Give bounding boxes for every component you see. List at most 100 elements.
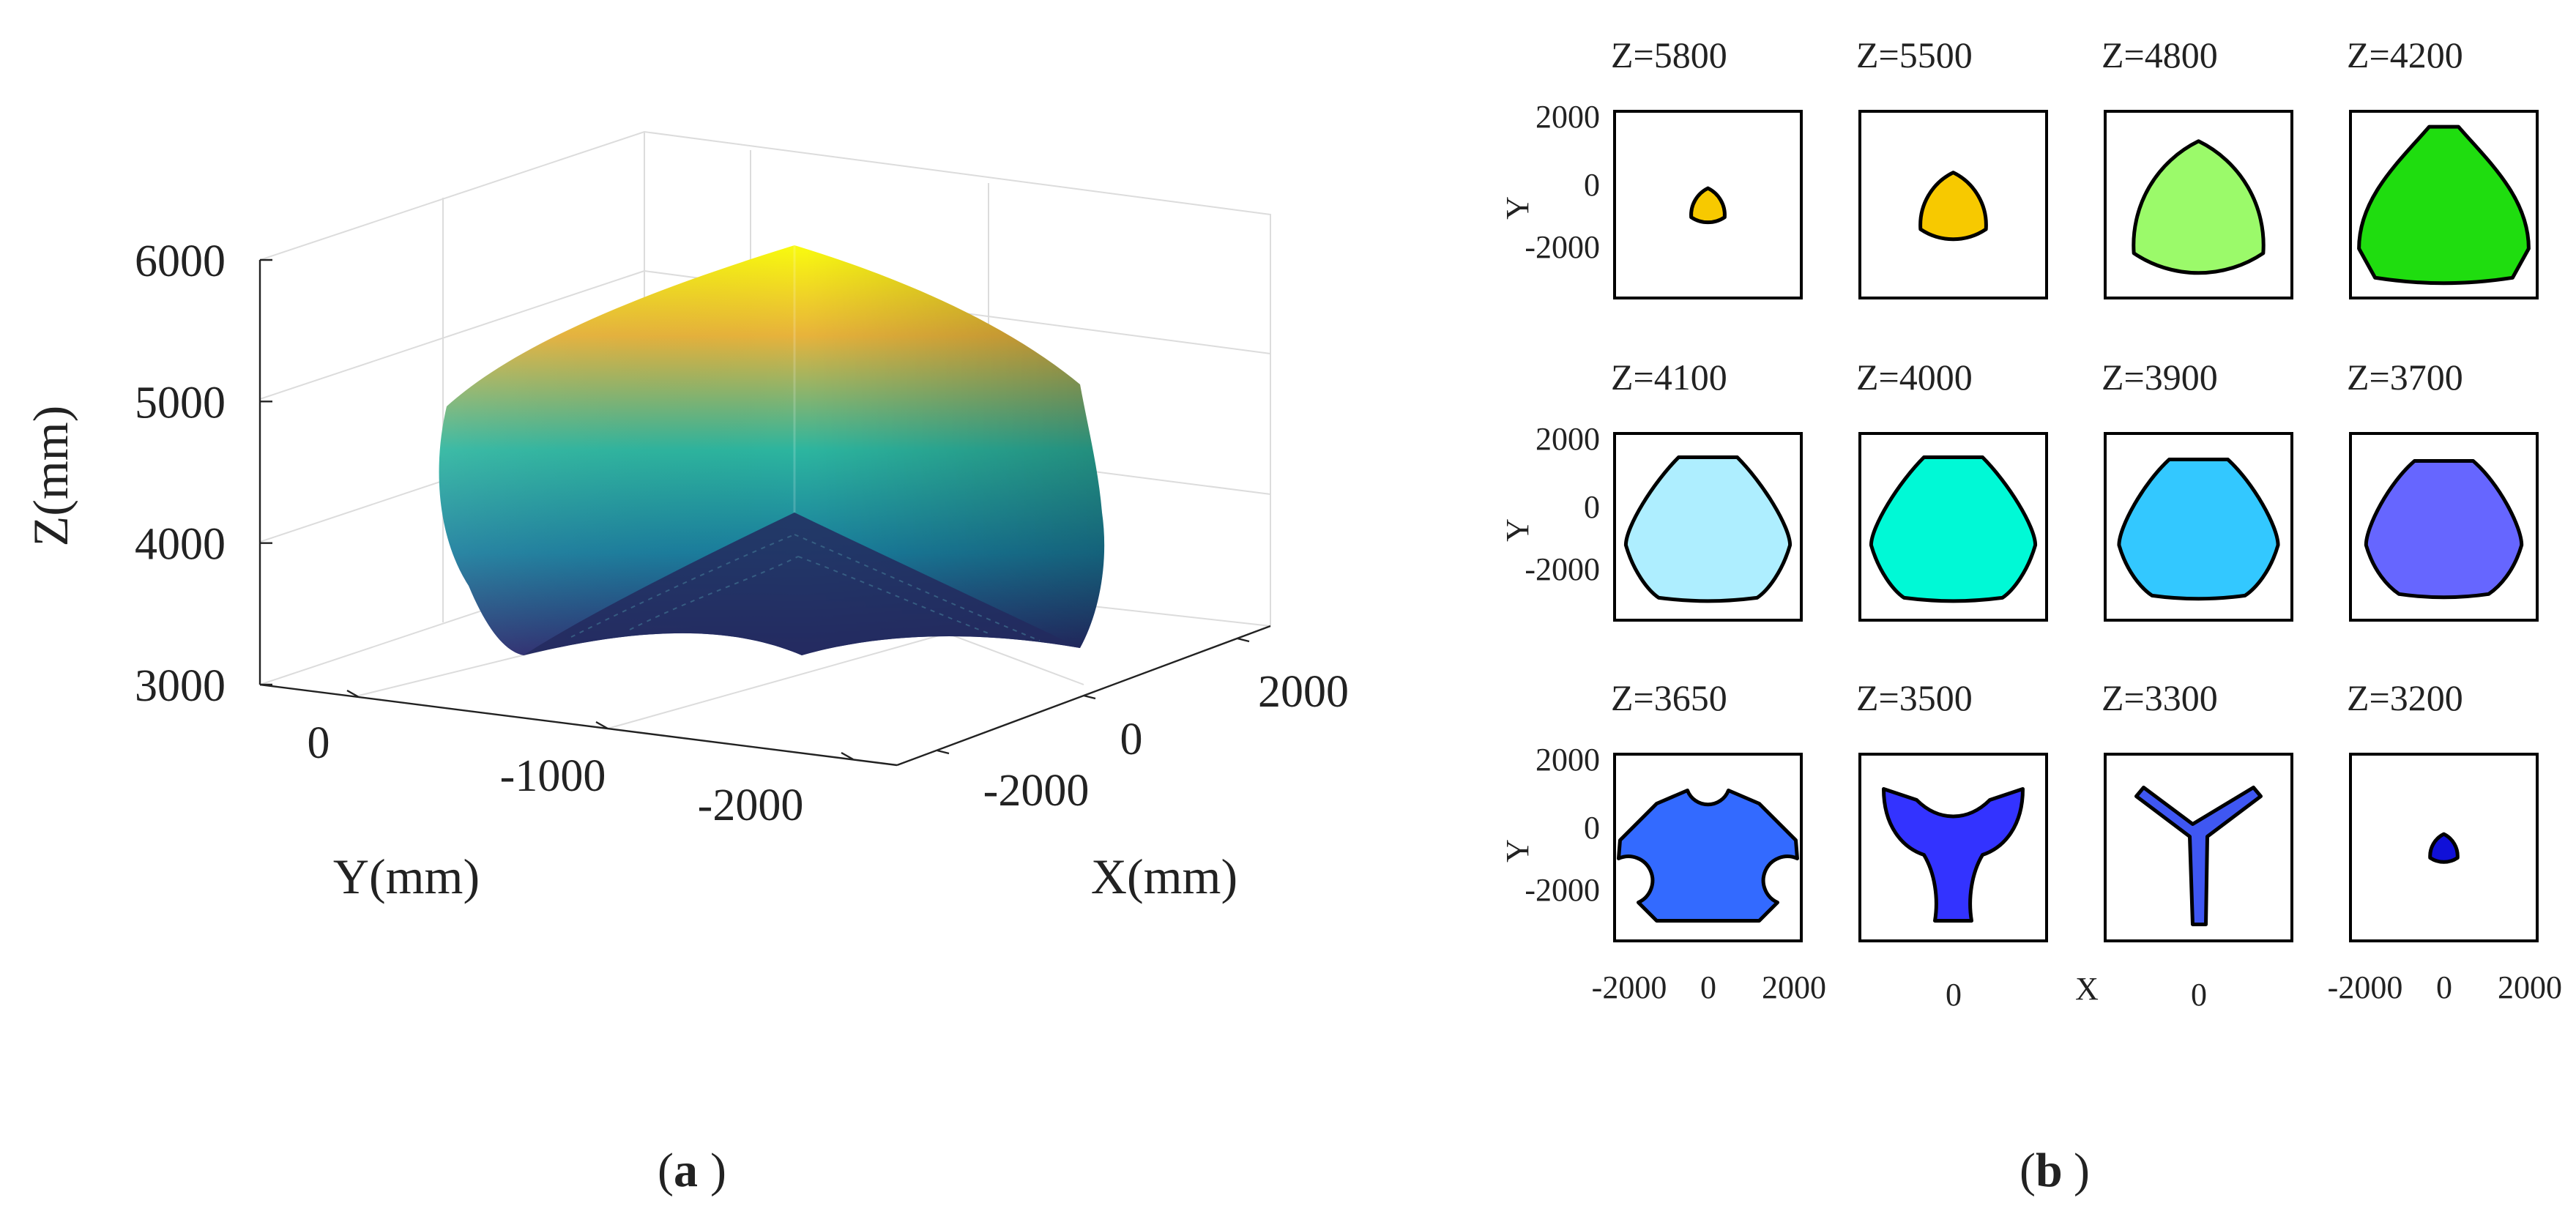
slice-title: Z=3300 <box>2102 677 2218 718</box>
slice-title: Z=3900 <box>2102 357 2218 398</box>
x-tick-label: 0 <box>2436 969 2452 1005</box>
y-axis-ticks: 0 -1000 -2000 <box>308 689 854 830</box>
y-axis-label: Y <box>1500 196 1535 220</box>
x-axis-label: X <box>2075 971 2099 1007</box>
slice-frame <box>1858 432 2048 622</box>
svg-text:(: ( <box>2020 1144 2036 1197</box>
slice-title: Z=3700 <box>2347 357 2463 398</box>
slice-4200: Z=4200 <box>2347 34 2539 299</box>
slice-title: Z=4800 <box>2102 34 2218 75</box>
slice-x-ticks: -2000 0 2000 <box>2328 969 2562 1005</box>
y-tick-label: -2000 <box>1525 872 1600 908</box>
x-tick-label: -2000 <box>2328 969 2403 1005</box>
x-tick-label: 2000 <box>2498 969 2562 1005</box>
x-tick-mark <box>937 749 950 755</box>
x-tick-label: 0 <box>1946 977 1962 1013</box>
slice-frame <box>1858 110 2048 299</box>
slice-frame <box>1613 110 1803 299</box>
surface-underside <box>524 513 1080 655</box>
y-tick-label: 0 <box>1584 489 1600 525</box>
slice-shape <box>2364 459 2524 600</box>
svg-text:): ) <box>2074 1144 2090 1197</box>
slice-frame <box>2104 753 2293 942</box>
y-tick-label: -2000 <box>1525 551 1600 587</box>
slice-5800: Z=5800 2000 0 -2000 Y <box>1500 34 1803 299</box>
y-tick-label: -2000 <box>698 781 804 830</box>
svg-text:): ) <box>710 1144 726 1197</box>
x-tick-label: 0 <box>1120 715 1143 764</box>
slice-shape <box>2428 832 2460 864</box>
y-tick-label: 0 <box>1584 167 1600 203</box>
slice-3200: Z=3200 -2000 0 2000 <box>2328 677 2562 1005</box>
panel-label-b: ( b ) <box>2020 1144 2090 1197</box>
panel-label-a: ( a ) <box>658 1144 726 1197</box>
panel-b-cross-sections: Z=5800 2000 0 -2000 Y Z=5500 Z=4800 Z=4200 Z=410… <box>1500 34 2562 1013</box>
y-tick-mark <box>346 689 360 699</box>
surface-shading <box>439 245 1105 655</box>
z-tick-label: 6000 <box>135 237 226 286</box>
slice-3300: Z=3300 0 <box>2102 677 2293 1013</box>
slice-3900: Z=3900 <box>2102 357 2293 622</box>
slice-title: Z=3500 <box>1856 677 1973 718</box>
slice-frame <box>2104 110 2293 299</box>
slice-y-ticks: 2000 0 -2000 Y <box>1500 421 1600 587</box>
y-tick-label: -1000 <box>500 751 606 801</box>
y-tick-mark <box>595 720 608 730</box>
surface-underside-texture <box>570 534 1041 641</box>
slice-shape <box>1623 455 1793 603</box>
x-axis-ticks: -2000 0 2000 <box>937 637 1349 816</box>
slice-y-ticks: 2000 0 -2000 Y <box>1500 742 1600 908</box>
slice-shape <box>2117 458 2280 601</box>
slice-3650: Z=3650 2000 0 -2000 Y -2000 0 2000 <box>1500 677 1826 1005</box>
svg-text:(: ( <box>658 1144 674 1197</box>
slice-frame <box>1858 753 2048 942</box>
y-tick-label: 2000 <box>1535 99 1600 135</box>
x-tick-label: 0 <box>2191 977 2207 1013</box>
slice-y-ticks: 2000 0 -2000 Y <box>1500 99 1600 265</box>
y-tick-label: -2000 <box>1525 229 1600 265</box>
x-tick-mark <box>1237 637 1250 643</box>
slice-shape <box>1869 455 2038 603</box>
y-axis-label: Y(mm) <box>333 849 480 904</box>
y-tick-mark <box>841 751 854 761</box>
slice-shape <box>2132 139 2266 275</box>
slice-title: Z=5500 <box>1856 34 1973 75</box>
slice-shape <box>2357 124 2531 286</box>
slice-frame <box>1613 432 1803 622</box>
slice-frame <box>2104 432 2293 622</box>
z-tick-label: 4000 <box>135 520 226 570</box>
slice-4000: Z=4000 <box>1856 357 2048 622</box>
x-tick-label: 2000 <box>1258 667 1349 717</box>
z-axis-label: Z(mm) <box>23 406 78 547</box>
slice-frame <box>2349 432 2539 622</box>
slice-shape <box>1882 787 2025 923</box>
y-tick-label: 2000 <box>1535 421 1600 457</box>
slice-title: Z=3650 <box>1611 677 1727 718</box>
y-tick-label: 0 <box>1584 810 1600 846</box>
z-axis-ticks: 3000 4000 5000 6000 <box>135 237 272 711</box>
slice-shape <box>1617 789 1799 923</box>
y-axis-label: Y <box>1500 839 1535 863</box>
slice-title: Z=4200 <box>2347 34 2463 75</box>
x-tick-label: 2000 <box>1762 969 1826 1005</box>
slice-title: Z=5800 <box>1611 34 1727 75</box>
x-axis-label: X(mm) <box>1091 849 1237 904</box>
surface <box>439 245 1105 655</box>
slice-4800: Z=4800 <box>2102 34 2293 299</box>
slice-shape <box>1918 171 1988 242</box>
slice-title: Z=3200 <box>2347 677 2463 718</box>
slice-frame <box>1613 753 1803 942</box>
x-tick-label: 0 <box>1700 969 1716 1005</box>
slice-shape <box>1689 186 1727 225</box>
panel-label-b-letter: b <box>2036 1144 2063 1197</box>
slice-x-ticks: -2000 0 2000 <box>1592 969 1826 1005</box>
z-tick-label: 5000 <box>135 378 226 428</box>
x-tick-label: -2000 <box>983 766 1090 816</box>
y-tick-label: 2000 <box>1535 742 1600 778</box>
y-axis-label: Y <box>1500 518 1535 542</box>
slice-frame <box>2349 753 2539 942</box>
slice-x-ticks: 0 <box>2191 977 2207 1013</box>
